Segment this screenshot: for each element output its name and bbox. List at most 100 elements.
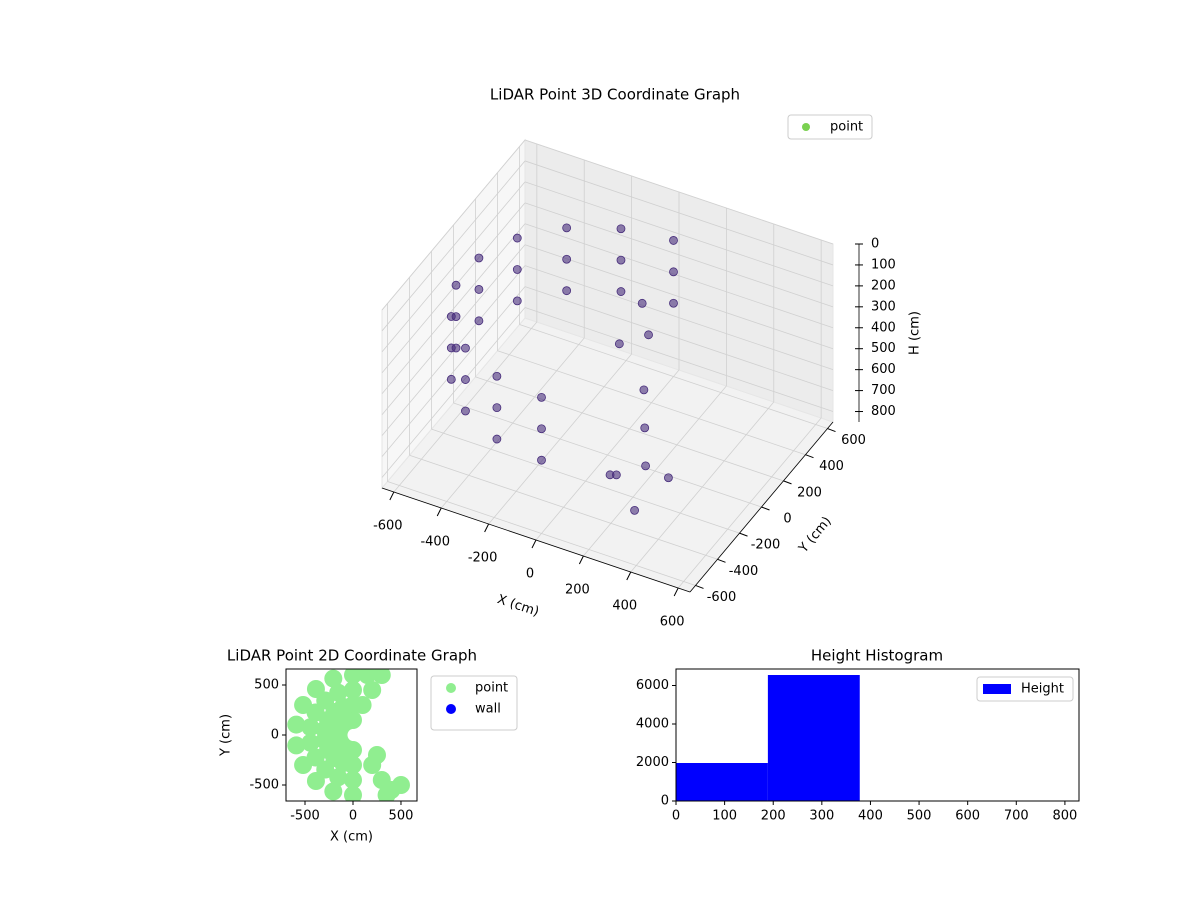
grid-line [453, 402, 762, 508]
point [343, 786, 362, 801]
point [367, 746, 386, 764]
z-tick-label: 500 [871, 341, 896, 356]
y-tick-label: -500 [249, 778, 279, 793]
x-tick-label: 400 [858, 809, 883, 824]
point [537, 392, 546, 402]
point [377, 786, 396, 801]
point [301, 718, 320, 737]
grid-line [524, 223, 834, 329]
legend-marker [446, 683, 456, 693]
point [616, 255, 626, 265]
legend-label: point [475, 681, 508, 696]
legend-marker [802, 123, 810, 131]
grid-line [387, 481, 696, 586]
x-tick [436, 507, 442, 517]
y-tick [739, 532, 748, 537]
point [537, 424, 546, 434]
x-tick-label: 400 [612, 599, 637, 614]
point [353, 696, 372, 714]
y-tick-label: 0 [271, 728, 279, 743]
x-tick-label: 500 [389, 809, 414, 824]
point [512, 233, 522, 243]
y-tick [827, 428, 836, 433]
z-tick-label: 100 [871, 257, 896, 272]
grid-line [409, 454, 718, 560]
point [492, 371, 502, 381]
point [640, 423, 650, 433]
z-tick-label: 400 [871, 320, 896, 335]
point [343, 669, 362, 684]
point [605, 470, 615, 480]
grid-line [524, 181, 834, 287]
x-tick-label: -600 [373, 519, 403, 534]
point [461, 343, 470, 353]
y-tick-label: 400 [819, 459, 844, 474]
grid-line [524, 265, 834, 371]
x-tick-label: 700 [1004, 809, 1029, 824]
point [637, 298, 647, 308]
point [512, 296, 522, 306]
z-tick-label: 600 [871, 362, 896, 377]
point [451, 280, 461, 290]
point [324, 782, 343, 801]
legend-marker [983, 684, 1011, 694]
x-tick-label: 800 [1052, 809, 1077, 824]
y-axis-label: Y (cm) [219, 714, 234, 757]
y-tick-label: -200 [751, 538, 781, 553]
grid-line [524, 286, 834, 391]
point [474, 316, 484, 326]
grid-line [524, 307, 834, 412]
point [474, 253, 484, 263]
point [512, 265, 522, 274]
point [669, 298, 678, 308]
point [461, 375, 470, 384]
legend-marker [446, 704, 456, 714]
grid-line [524, 244, 834, 350]
point [562, 286, 572, 296]
x-tick [389, 491, 395, 501]
grid-line [524, 139, 834, 245]
y-tick-label: 600 [841, 433, 866, 448]
x-tick-label: 0 [526, 567, 534, 582]
z-tick-label: 0 [871, 237, 879, 252]
x-tick-label: 600 [955, 809, 980, 824]
x-tick-label: 200 [761, 809, 786, 824]
x-tick-label: 200 [565, 583, 590, 598]
point [616, 224, 626, 234]
point [343, 771, 362, 789]
y-tick-label: 0 [783, 512, 791, 527]
point [639, 385, 649, 395]
grid-line [381, 181, 526, 353]
x-tick [578, 555, 584, 565]
y-tick-label: 500 [254, 678, 279, 693]
chart-title: LiDAR Point 3D Coordinate Graph [490, 86, 740, 104]
y-tick-label: 0 [661, 794, 669, 809]
point [664, 473, 673, 483]
point [343, 681, 362, 699]
y-tick-label: -400 [729, 564, 759, 579]
point [358, 669, 377, 684]
grid-line [475, 376, 784, 482]
grid-line [497, 350, 806, 456]
z-tick-label: 700 [871, 383, 896, 398]
plot-area [287, 669, 410, 801]
point [474, 285, 484, 294]
x-tick [673, 587, 679, 597]
x-tick-label: 0 [672, 809, 680, 824]
point [287, 736, 306, 755]
point [329, 768, 348, 787]
point [446, 374, 456, 384]
x-tick [626, 571, 632, 581]
grid-line [381, 286, 526, 457]
y-tick [805, 454, 814, 459]
x-tick-label: 300 [809, 809, 834, 824]
grid-line [524, 160, 834, 266]
point [537, 455, 546, 465]
grid-line [381, 139, 526, 311]
legend-label: wall [475, 702, 501, 717]
point [562, 254, 572, 264]
point [630, 505, 639, 515]
point [391, 776, 410, 794]
axes-frame [675, 668, 1080, 802]
